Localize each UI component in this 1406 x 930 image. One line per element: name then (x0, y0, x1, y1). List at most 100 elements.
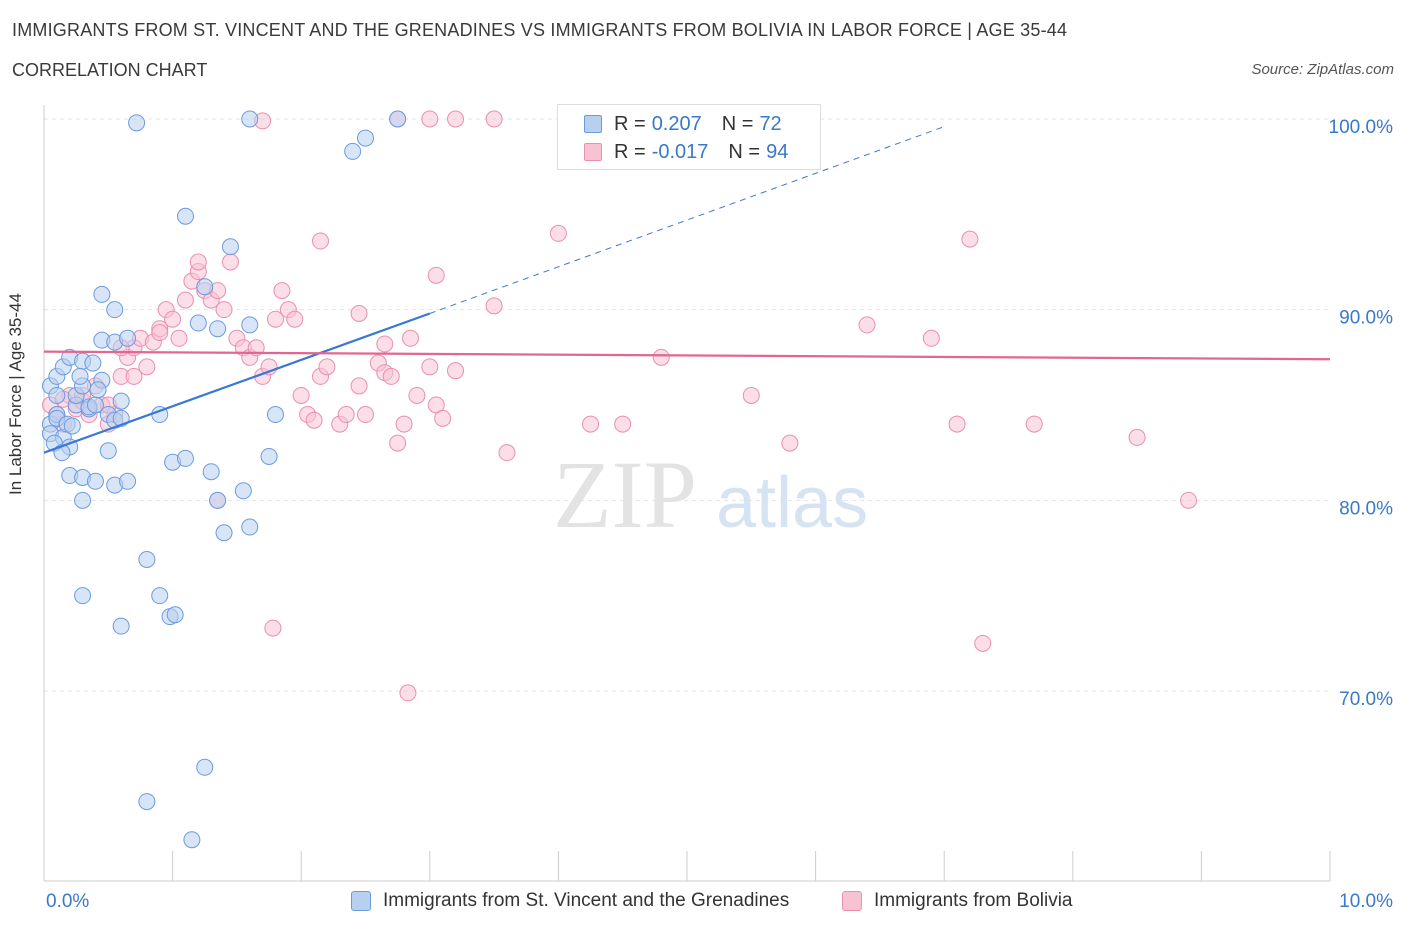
data-point (318, 358, 336, 376)
data-point (170, 329, 188, 347)
data-point (447, 362, 465, 380)
data-point (241, 518, 259, 536)
data-point (71, 367, 89, 385)
axes (43, 105, 1331, 882)
y-tick-label: 70.0% (1339, 689, 1393, 710)
data-point (395, 415, 413, 433)
data-point (128, 114, 146, 132)
watermark-zip: ZIP (553, 441, 697, 548)
legend-r-label: R = (614, 112, 646, 135)
y-tick-label: 90.0% (1339, 308, 1393, 329)
data-point (74, 491, 92, 509)
data-point (138, 550, 156, 568)
data-point (48, 386, 66, 404)
data-point (202, 463, 220, 481)
chart-title: IMMIGRANTS FROM ST. VINCENT AND THE GREN… (12, 20, 1068, 40)
data-point (582, 415, 600, 433)
data-point (1128, 428, 1146, 446)
legend-row-blue: R = 0.207 N = 72 (584, 111, 782, 137)
data-point (389, 434, 407, 452)
y-tick-label: 80.0% (1339, 498, 1393, 519)
data-point (652, 348, 670, 366)
data-point (447, 110, 465, 128)
data-point (408, 386, 426, 404)
legend-swatch-pink (842, 891, 862, 911)
data-point (196, 758, 214, 776)
data-point (427, 266, 445, 284)
trend-line (43, 350, 1331, 361)
data-point (221, 238, 239, 256)
data-point (858, 316, 876, 334)
data-point (234, 482, 252, 500)
data-point (305, 411, 323, 429)
data-point (498, 444, 516, 462)
chart-subtitle: CORRELATION CHART (12, 60, 208, 80)
data-point (922, 329, 940, 347)
x-tick-label: 10.0% (1339, 891, 1393, 912)
data-point (266, 406, 284, 424)
y-axis-label: In Labor Force | Age 35-44 (6, 293, 25, 495)
data-point (151, 324, 169, 342)
data-point (125, 367, 143, 385)
data-point (266, 310, 284, 328)
data-point (241, 316, 259, 334)
legend-swatch-blue (351, 891, 371, 911)
legend-r-label: R = (614, 140, 646, 163)
data-point (357, 129, 374, 147)
legend-n-value-pink: 94 (766, 140, 789, 163)
legend-item-st-vincent[interactable]: Immigrants from St. Vincent and the Gren… (351, 890, 789, 912)
legend-n-value-blue: 72 (759, 112, 782, 135)
legend-row-pink: R = -0.017 N = 94 (584, 139, 788, 165)
data-point (74, 587, 92, 605)
data-point (176, 207, 194, 225)
data-point (350, 304, 368, 322)
data-point (119, 329, 137, 347)
data-point (399, 684, 417, 702)
data-point (402, 329, 420, 347)
data-point (138, 793, 156, 811)
data-point (196, 278, 214, 296)
legend-item-bolivia[interactable]: Immigrants from Bolivia (842, 890, 1073, 912)
data-point (221, 253, 239, 271)
data-point (151, 587, 169, 605)
trend-line (43, 312, 431, 454)
data-point (112, 392, 130, 410)
series-bolivia (41, 110, 1198, 702)
gridlines (44, 118, 1330, 692)
data-point (260, 447, 278, 465)
legend-n-label: N = (728, 140, 761, 163)
data-point (1180, 491, 1198, 509)
data-point (99, 442, 117, 460)
data-point (337, 406, 355, 424)
data-point (357, 406, 374, 424)
data-point (166, 606, 184, 624)
data-point (421, 110, 439, 128)
trend-line-extension (429, 126, 945, 314)
correlation-legend: R = 0.207 N = 72 R = -0.017 N = 94 (557, 104, 821, 170)
data-point (209, 320, 227, 338)
data-point (89, 381, 107, 399)
data-point (389, 110, 407, 128)
data-point (421, 358, 439, 376)
data-point (434, 409, 452, 427)
data-point (112, 617, 130, 635)
data-point (86, 472, 104, 490)
data-point (614, 415, 632, 433)
data-point (215, 301, 233, 319)
tick-labels: 70.0% 80.0% 90.0% 100.0% 0.0% 10.0% (46, 117, 1393, 912)
data-point (549, 224, 567, 242)
data-point (311, 232, 329, 250)
y-tick-label: 100.0% (1329, 117, 1394, 138)
data-point (119, 472, 137, 490)
legend-r-value-blue: 0.207 (651, 112, 702, 135)
data-point (286, 310, 304, 328)
legend-label-bolivia: Immigrants from Bolivia (874, 890, 1073, 911)
data-point (948, 415, 966, 433)
data-point (93, 285, 111, 303)
data-point (176, 291, 194, 309)
watermark-atlas: atlas (716, 463, 868, 543)
data-point (63, 417, 81, 435)
series-st-vincent (41, 110, 407, 849)
legend-swatch-blue (584, 115, 602, 133)
